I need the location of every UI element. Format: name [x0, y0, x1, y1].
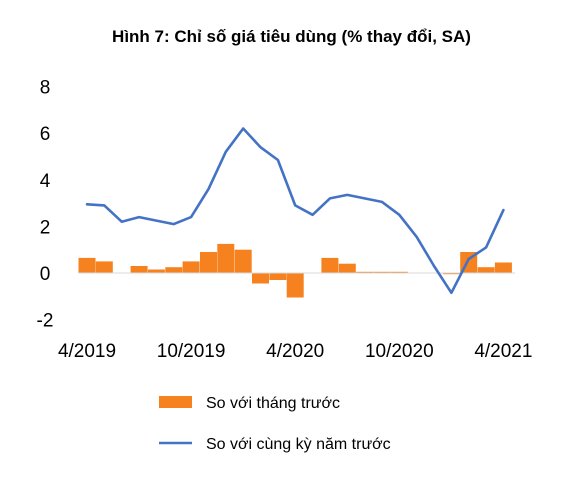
bar-2019-05 — [95, 261, 113, 274]
bar-2020-03 — [269, 273, 287, 280]
bar-2019-11 — [200, 252, 217, 273]
x-tick-label: 4/2020 — [266, 341, 324, 362]
bar-2020-02 — [252, 273, 269, 284]
bar-2020-06 — [321, 257, 339, 273]
bar-2019-08 — [147, 269, 165, 273]
y-tick-label: -2 — [37, 311, 54, 332]
y-tick-label: 2 — [40, 217, 51, 238]
bar-2021-03 — [477, 267, 495, 273]
x-axis-ticks: 4/2019 10/2019 4/2020 10/2020 4/2021 — [58, 341, 533, 362]
legend-line-label: So với cùng kỳ năm trước — [206, 436, 391, 453]
x-tick-label: 10/2020 — [365, 341, 434, 362]
bar-2020-08 — [356, 271, 374, 273]
chart-title: Hình 7: Chỉ số giá tiêu dùng (% thay đổi… — [112, 27, 471, 46]
line-series-yoy — [85, 127, 505, 295]
bar-2021-01 — [442, 273, 460, 275]
bar-2020-10 — [390, 271, 408, 273]
bar-series-group — [78, 243, 512, 298]
bar-2021-04 — [494, 262, 512, 273]
y-tick-label: 0 — [40, 264, 51, 285]
bar-2020-07 — [338, 263, 356, 273]
y-tick-label: 8 — [40, 78, 51, 99]
bar-2019-07 — [130, 266, 148, 273]
bar-2019-09 — [165, 267, 183, 273]
bar-2020-09 — [373, 271, 391, 273]
legend-bar-swatch — [159, 396, 192, 408]
y-axis-ticks: 8 6 4 2 0 -2 — [37, 78, 54, 332]
bar-2020-01 — [234, 249, 252, 273]
legend: So với tháng trước So với cùng kỳ năm tr… — [159, 395, 391, 453]
y-tick-label: 4 — [40, 171, 51, 192]
bar-2019-12 — [217, 243, 235, 273]
x-tick-label: 10/2019 — [157, 341, 226, 362]
y-tick-label: 6 — [40, 124, 51, 145]
bar-2019-04 — [78, 257, 96, 273]
bar-2019-10 — [182, 261, 200, 274]
bar-2020-04 — [286, 273, 304, 298]
x-tick-label: 4/2021 — [474, 341, 532, 362]
legend-bar-label: So với tháng trước — [206, 395, 340, 412]
x-tick-label: 4/2019 — [58, 341, 116, 362]
